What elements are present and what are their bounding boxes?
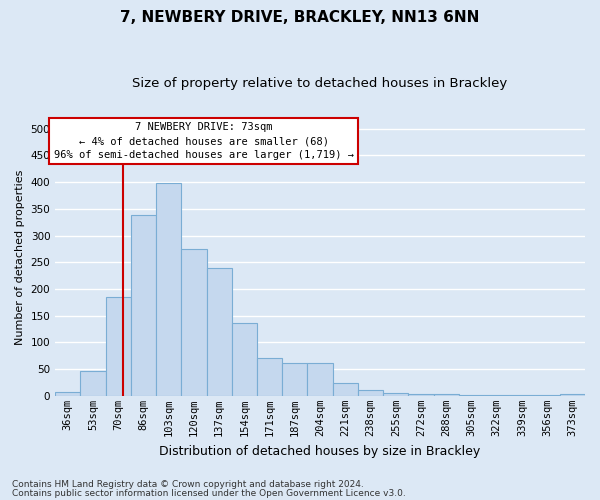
- Bar: [106, 297, 131, 396]
- Text: 7 NEWBERY DRIVE: 73sqm
← 4% of detached houses are smaller (68)
96% of semi-deta: 7 NEWBERY DRIVE: 73sqm ← 4% of detached …: [53, 122, 353, 160]
- Text: Contains public sector information licensed under the Open Government Licence v3: Contains public sector information licen…: [12, 488, 406, 498]
- Bar: [383, 392, 409, 396]
- Text: Contains HM Land Registry data © Crown copyright and database right 2024.: Contains HM Land Registry data © Crown c…: [12, 480, 364, 489]
- X-axis label: Distribution of detached houses by size in Brackley: Distribution of detached houses by size …: [160, 444, 481, 458]
- Bar: [232, 323, 257, 396]
- Bar: [131, 216, 156, 396]
- Bar: [459, 395, 484, 396]
- Y-axis label: Number of detached properties: Number of detached properties: [15, 170, 25, 344]
- Bar: [434, 394, 459, 396]
- Bar: [282, 363, 307, 396]
- Bar: [257, 358, 282, 396]
- Title: Size of property relative to detached houses in Brackley: Size of property relative to detached ho…: [133, 78, 508, 90]
- Bar: [156, 183, 181, 396]
- Bar: [181, 249, 206, 396]
- Bar: [484, 395, 509, 396]
- Bar: [206, 268, 232, 396]
- Bar: [332, 382, 358, 396]
- Bar: [358, 390, 383, 396]
- Bar: [409, 394, 434, 396]
- Bar: [560, 394, 585, 396]
- Bar: [80, 372, 106, 396]
- Text: 7, NEWBERY DRIVE, BRACKLEY, NN13 6NN: 7, NEWBERY DRIVE, BRACKLEY, NN13 6NN: [121, 10, 479, 25]
- Bar: [55, 392, 80, 396]
- Bar: [307, 363, 332, 396]
